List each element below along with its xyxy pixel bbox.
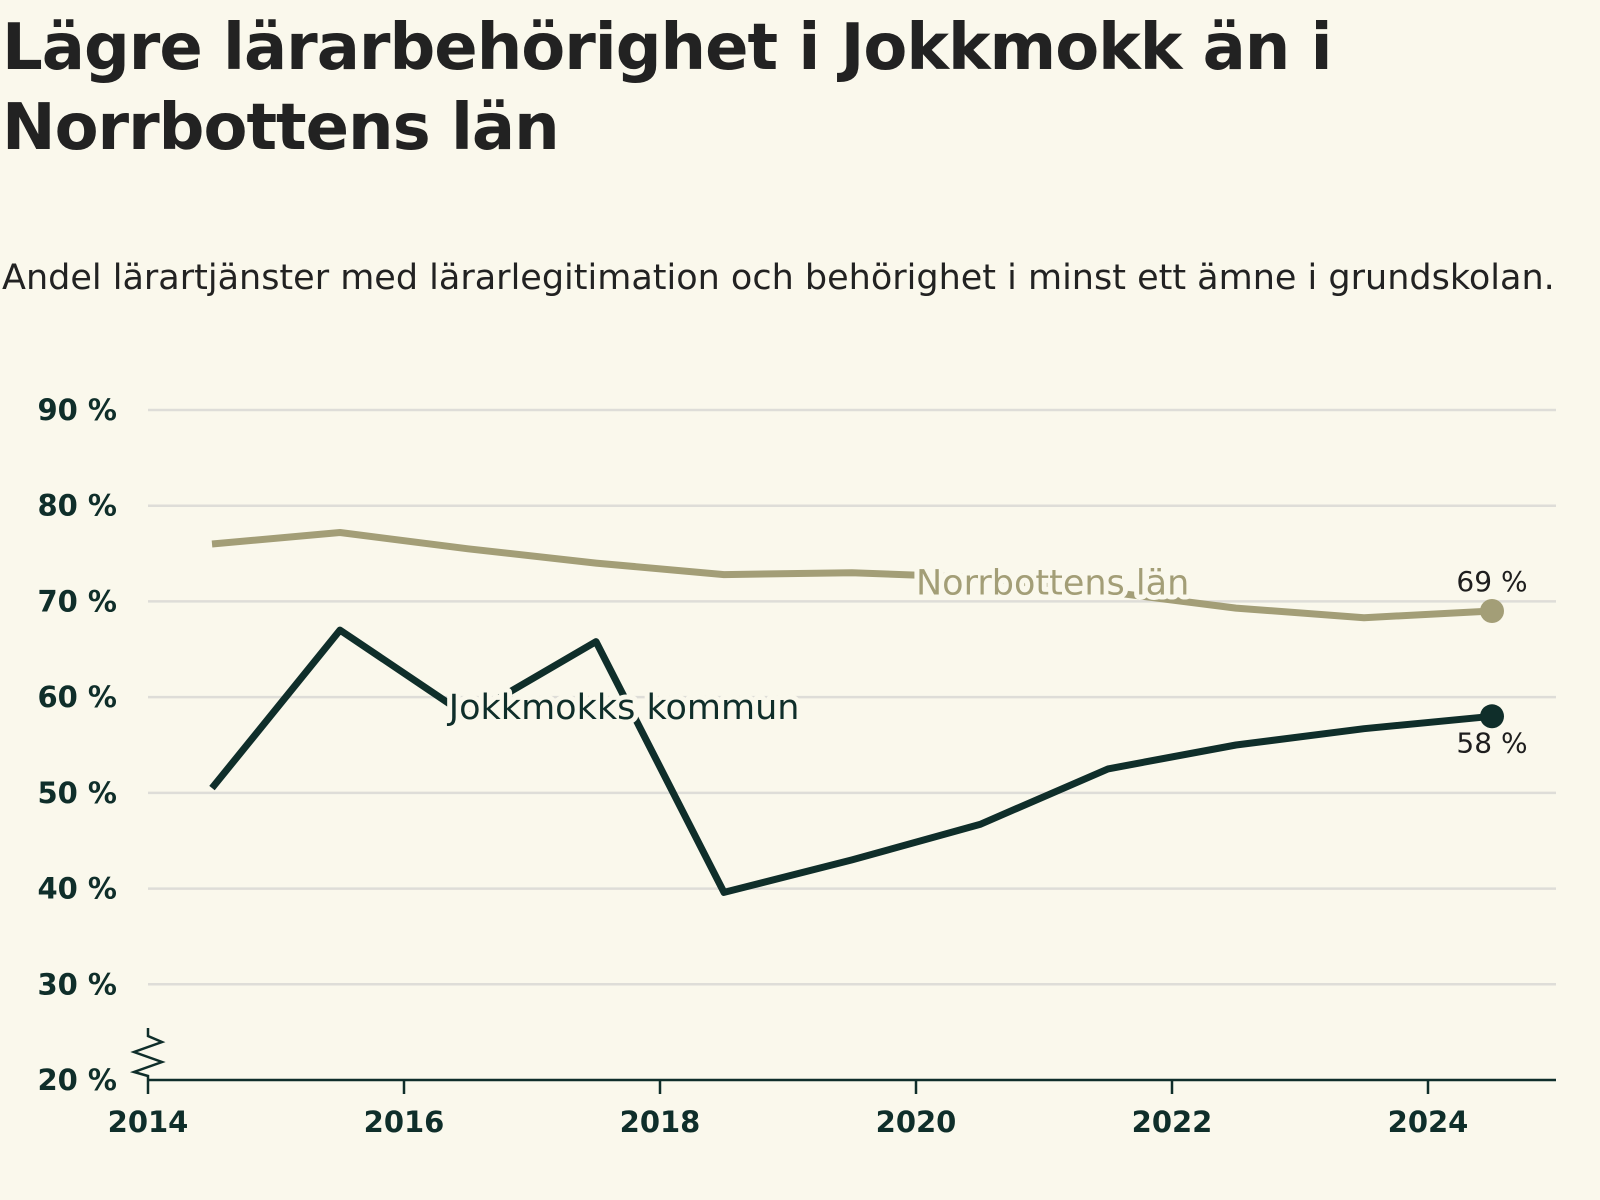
y-axis-break-icon <box>129 1028 166 1080</box>
series-line-norrbottens-län <box>211 529 1493 622</box>
series-lines <box>209 529 1504 896</box>
y-tick-label-90: 90 % <box>37 393 117 427</box>
x-tick-label-2018: 2018 <box>620 1105 701 1139</box>
y-tick-label-40: 40 % <box>37 872 117 906</box>
end-value-label-norrbottens-län: 69 % <box>1456 565 1527 598</box>
data-point-norrbottens-län-10 <box>1480 599 1504 623</box>
x-tick-label-2024: 2024 <box>1388 1105 1469 1139</box>
data-point-jokkmokks-kommun-10 <box>1480 704 1504 729</box>
y-tick-label-20: 20 % <box>37 1063 117 1097</box>
series-line-jokkmokks-kommun <box>209 626 1493 896</box>
y-tick-label-50: 50 % <box>37 776 117 810</box>
chart-title: Lägre lärarbehörighet i Jokkmokk än i No… <box>2 11 1333 165</box>
x-tick-label-2020: 2020 <box>876 1105 957 1139</box>
axes: 20 % 30 % 40 % 50 % 60 % 70 % 80 % 90 % 2014 2016… <box>37 393 1556 1139</box>
series-labels: 69 % 58 % Norrbottens län Jokkmokks kommun <box>442 559 1531 763</box>
x-tick-label-2022: 2022 <box>1132 1105 1213 1139</box>
series-label-norrbottens-lan: Norrbottens län <box>916 564 1189 604</box>
chart-subtitle: Andel lärartjänster med lärarlegitimatio… <box>2 258 1555 298</box>
x-tick-label-2014: 2014 <box>108 1105 189 1139</box>
series-label-jokkmokks-kommun: Jokkmokks kommun <box>447 688 800 728</box>
y-tick-label-80: 80 % <box>37 489 117 523</box>
y-tick-label-70: 70 % <box>37 584 117 618</box>
y-tick-label-30: 30 % <box>37 967 117 1001</box>
gridlines <box>148 408 1556 986</box>
end-value-label-jokkmokks-kommun: 58 % <box>1456 726 1527 759</box>
x-tick-label-2016: 2016 <box>364 1105 445 1139</box>
y-tick-label-60: 60 % <box>37 680 117 714</box>
line-chart: 20 % 30 % 40 % 50 % 60 % 70 % 80 % 90 % 2014 2016… <box>37 393 1556 1139</box>
